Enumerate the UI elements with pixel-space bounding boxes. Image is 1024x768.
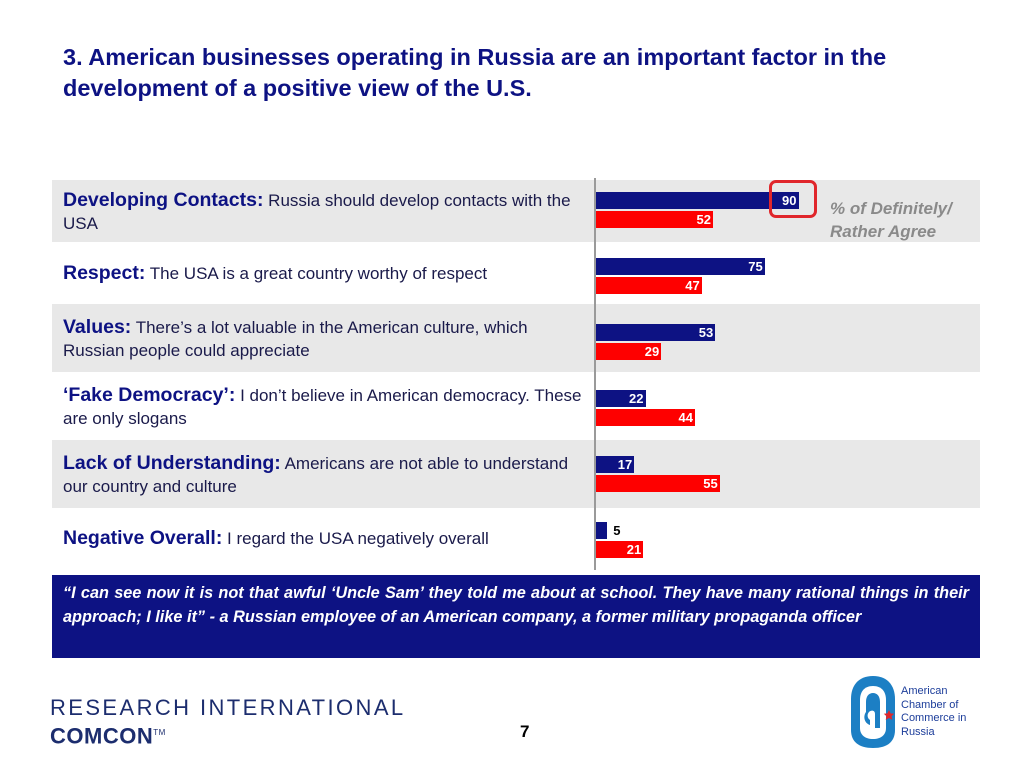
bar-series1	[596, 456, 635, 473]
bar-value-label: 44	[678, 410, 693, 425]
bar-value-label: 21	[626, 542, 642, 557]
bar-series2	[596, 409, 695, 426]
logo-tm: TM	[153, 728, 166, 737]
amcham-emblem-icon	[851, 676, 895, 748]
page-number: 7	[520, 722, 530, 741]
row-label-head: Values:	[63, 316, 132, 338]
row-label: ‘Fake Democracy’: I don’t believe in Ame…	[63, 384, 588, 430]
bar-series2	[596, 475, 720, 492]
bar-value-label: 55	[703, 476, 718, 491]
quote-text: “I can see now it is not that awful ‘Unc…	[63, 584, 969, 626]
bar-value-label: 52	[696, 212, 711, 227]
row-label-head: Developing Contacts:	[63, 189, 264, 211]
bar-series1	[596, 324, 716, 341]
row-background	[52, 180, 980, 242]
bar-value-label: 53	[698, 325, 714, 340]
row-label-head: ‘Fake Democracy’:	[63, 384, 236, 406]
row-label: Respect: The USA is a great country wort…	[63, 262, 588, 285]
row-label-text: There’s a lot valuable in the American c…	[63, 318, 528, 360]
row-label-head: Negative Overall:	[63, 527, 223, 549]
row-label-text: Russia should develop contacts with the …	[63, 191, 571, 233]
amcham-line: Chamber of	[901, 698, 959, 711]
amcham-line: Russia	[901, 725, 935, 738]
bar-series2	[596, 541, 644, 558]
bar-series2	[596, 277, 702, 294]
bar-series1	[596, 258, 765, 275]
chart-axis-line	[594, 178, 596, 570]
research-international-comcon-logo: RESEARCH INTERNATIONAL COMCONTM	[50, 695, 406, 748]
amcham-text: American Chamber of Commerce in Russia	[901, 685, 991, 739]
row-label-text: I don’t believe in American democracy. T…	[63, 386, 582, 428]
row-background	[52, 304, 980, 372]
bar-series2	[596, 343, 662, 360]
bar-value-label: 17	[617, 457, 633, 472]
row-label: Developing Contacts: Russia should devel…	[63, 189, 588, 235]
bar-value-label: 5	[613, 523, 621, 538]
amcham-line: Commerce in	[901, 712, 967, 724]
amcham-logo: American Chamber of Commerce in Russia	[848, 672, 966, 755]
bar-value-label: 29	[644, 344, 660, 359]
bar-series1	[596, 192, 799, 209]
highlight-box	[769, 180, 817, 218]
row-background	[52, 440, 980, 508]
bar-series1	[596, 522, 608, 539]
row-label-text: I regard the USA negatively overall	[222, 529, 489, 548]
row-label-text: The USA is a great country worthy of res…	[145, 264, 488, 283]
bar-series1	[596, 390, 646, 407]
row-label: Lack of Understanding: Americans are not…	[63, 452, 588, 498]
logo-comcon-text: COMCON	[50, 723, 154, 749]
quote-box: “I can see now it is not that awful ‘Unc…	[52, 575, 980, 658]
logo-line-research-international: RESEARCH INTERNATIONAL	[50, 695, 406, 720]
bar-series2	[596, 211, 713, 228]
slide-title: 3. American businesses operating in Russ…	[63, 44, 887, 101]
logo-line-comcon: COMCONTM	[50, 721, 406, 748]
row-label-head: Respect:	[63, 262, 146, 284]
bar-value-label: 47	[685, 278, 700, 293]
row-label: Values: There’s a lot valuable in the Am…	[63, 316, 588, 362]
bar-value-label: 90	[782, 193, 797, 208]
bar-value-label: 75	[748, 259, 763, 274]
bar-value-label: 22	[629, 391, 644, 406]
chart-legend: % of Definitely/ Rather Agree	[830, 199, 952, 241]
row-label-text: Americans are not able to understand our…	[63, 454, 569, 496]
amcham-line: American	[901, 685, 948, 697]
row-label: Negative Overall: I regard the USA negat…	[63, 527, 588, 550]
row-label-head: Lack of Understanding:	[63, 452, 281, 474]
